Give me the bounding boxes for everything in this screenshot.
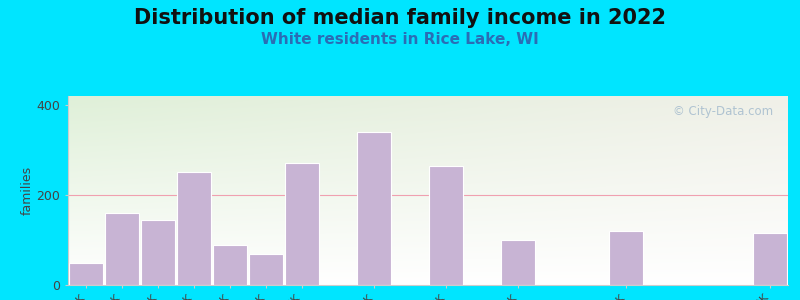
Bar (142, 220, 174, 285)
Y-axis label: families: families (21, 166, 34, 215)
Text: © City-Data.com: © City-Data.com (674, 105, 774, 119)
Bar (502, 240, 534, 285)
Bar (286, 164, 318, 285)
Bar (610, 231, 642, 285)
Bar (70, 262, 102, 285)
Text: White residents in Rice Lake, WI: White residents in Rice Lake, WI (261, 32, 539, 46)
Bar (430, 166, 462, 285)
Bar (250, 254, 282, 285)
Bar (214, 244, 246, 285)
Bar (754, 233, 786, 285)
Bar (178, 172, 210, 285)
Text: Distribution of median family income in 2022: Distribution of median family income in … (134, 8, 666, 28)
Bar (358, 132, 390, 285)
Bar (106, 213, 138, 285)
